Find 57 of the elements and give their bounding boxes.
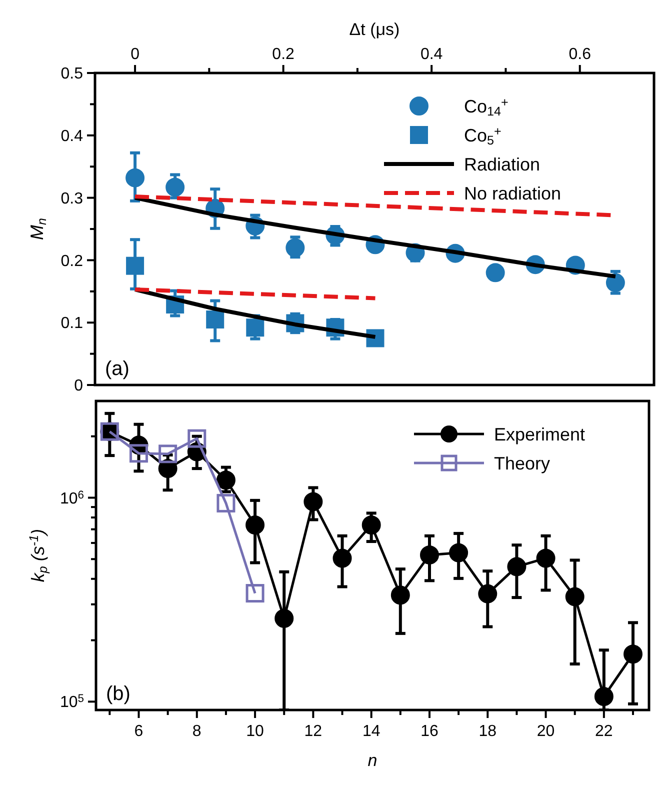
- point: [166, 178, 185, 197]
- x-tick-label: 10: [246, 723, 264, 740]
- point: [286, 238, 305, 258]
- x-tick-label: 18: [478, 723, 497, 740]
- x-tick-label: 0: [130, 46, 140, 63]
- point: [158, 444, 178, 464]
- point: [332, 548, 352, 568]
- legend-label: Radiation: [464, 154, 540, 174]
- x-tick-label: 20: [536, 723, 555, 740]
- x-tick-label: 22: [595, 723, 613, 740]
- point: [478, 584, 498, 604]
- x-tick-label: 12: [304, 723, 322, 740]
- point: [606, 273, 625, 292]
- point: [216, 494, 236, 512]
- legend-label: Theory: [494, 453, 550, 474]
- point: [536, 548, 556, 568]
- point: [304, 492, 323, 512]
- point: [624, 644, 643, 664]
- annotation: (a): [105, 358, 130, 380]
- legend-label: No radiation: [464, 183, 562, 204]
- point: [206, 310, 224, 328]
- x-tick-label: 0.4: [420, 46, 443, 63]
- y-tick-label: 0.3: [60, 190, 84, 208]
- point: [565, 587, 584, 606]
- annotation: (b): [106, 683, 130, 705]
- point: [246, 584, 264, 603]
- y-tick-label: 10$^{5}$: [60, 693, 84, 712]
- x-tick-label: 8: [192, 723, 202, 740]
- y-tick-label: 0.5: [60, 66, 84, 83]
- point: [420, 545, 439, 564]
- point: [126, 168, 145, 188]
- point: [449, 543, 468, 562]
- point: [246, 515, 265, 534]
- point: [188, 429, 206, 448]
- point: [362, 515, 381, 534]
- point: [594, 686, 614, 706]
- legend-label: Experiment: [494, 424, 586, 444]
- x-tick-label: 6: [134, 723, 144, 740]
- point: [216, 470, 236, 490]
- y-tick-label: 0: [74, 378, 84, 395]
- y-tick-label: 0.1: [60, 315, 84, 332]
- point: [486, 263, 505, 282]
- y-tick-label: 0.4: [60, 128, 84, 145]
- point: [390, 586, 410, 605]
- point: [507, 557, 526, 576]
- x-tick-label: 0.6: [568, 46, 592, 63]
- x-axis-title: n: [368, 751, 378, 770]
- point: [126, 256, 144, 275]
- x-tick-label: 14: [362, 723, 380, 740]
- x-axis-title: Δt (μs): [349, 20, 400, 39]
- point: [246, 318, 264, 337]
- point: [274, 608, 294, 628]
- x-tick-label: 0.2: [272, 46, 295, 63]
- point: [129, 444, 148, 463]
- y-tick-label: 10$^{6}$: [60, 489, 84, 508]
- x-tick-label: 16: [420, 723, 438, 740]
- y-tick-label: 0.2: [60, 252, 84, 270]
